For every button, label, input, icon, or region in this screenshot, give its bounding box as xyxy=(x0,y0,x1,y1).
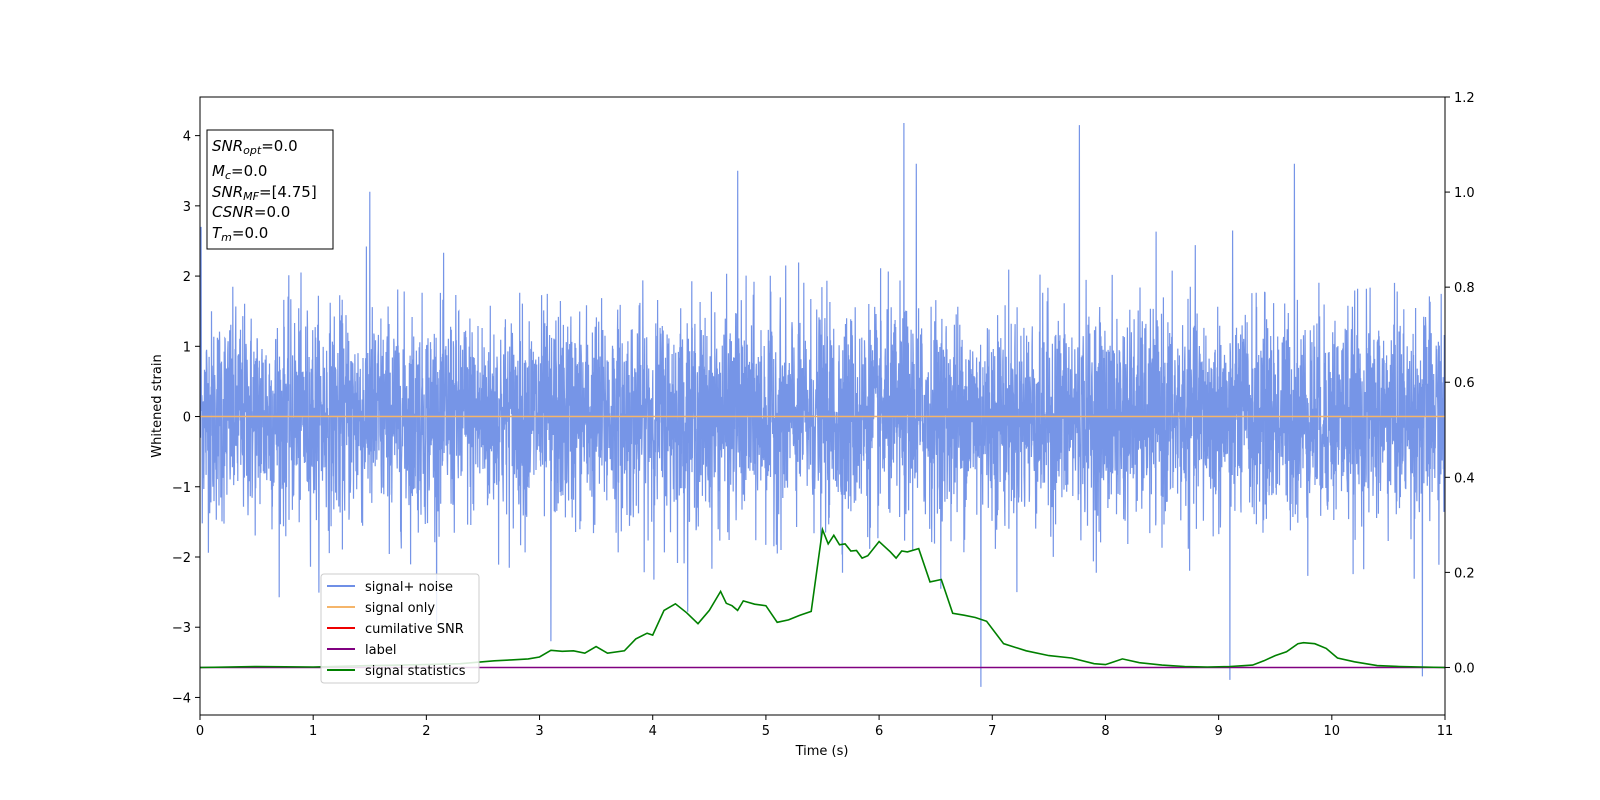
legend-label-label: label xyxy=(365,643,396,658)
y-axis-left: −4 −3 −2 −1 0 1 2 3 4 xyxy=(172,130,200,706)
x-tick-label: 1 xyxy=(309,724,317,739)
plot-frame xyxy=(199,96,1446,716)
info-row: Tm=0.0 xyxy=(212,224,268,244)
legend: signal+ noise signal only cumilative SNR la… xyxy=(320,573,480,684)
x-tick-label: 2 xyxy=(422,724,430,739)
y-tick-label: −3 xyxy=(172,621,191,636)
x-tick-label: 11 xyxy=(1437,724,1454,739)
x-tick-label: 5 xyxy=(762,724,770,739)
info-row: Mc=0.0 xyxy=(212,162,267,182)
y2-tick-label: 0.2 xyxy=(1454,566,1475,581)
legend-label-signal-statistics: signal statistics xyxy=(365,664,466,679)
y2-tick-label: 1.0 xyxy=(1454,186,1475,201)
y2-tick-label: 1.2 xyxy=(1454,91,1475,106)
x-tick-label: 10 xyxy=(1324,724,1341,739)
x-tick-label: 0 xyxy=(196,724,204,739)
info-box-frame xyxy=(206,129,334,250)
legend-label-cumilative-snr: cumilative SNR xyxy=(365,622,464,637)
series-signal-noise xyxy=(200,122,1445,687)
y-tick-label: −4 xyxy=(172,691,191,706)
y2-tick-label: 0.0 xyxy=(1454,661,1475,676)
y2-tick-label: 0.8 xyxy=(1454,281,1475,296)
x-tick-label: 9 xyxy=(1214,724,1222,739)
x-axis-label: Time (s) xyxy=(795,744,849,759)
x-tick-label: 4 xyxy=(649,724,657,739)
y-axis-label: Whitened strain xyxy=(150,354,165,457)
signal-statistics-line xyxy=(200,526,1445,669)
x-tick-label: 3 xyxy=(535,724,543,739)
y-tick-label: 1 xyxy=(183,340,191,355)
info-row: SNRopt=0.0 xyxy=(212,137,298,157)
y-axis-right: 0.0 0.2 0.4 0.6 0.8 1.0 1.2 xyxy=(1445,91,1475,676)
legend-frame xyxy=(320,573,480,684)
x-tick-label: 8 xyxy=(1101,724,1109,739)
y2-tick-label: 0.4 xyxy=(1454,471,1475,486)
y-tick-label: 2 xyxy=(183,270,191,285)
y-tick-label: 4 xyxy=(183,130,191,145)
x-axis: 0 1 2 3 4 5 6 7 8 9 10 11 xyxy=(196,715,1453,739)
signal-noise-line xyxy=(200,122,1445,687)
info-row: CSNR=0.0 xyxy=(212,203,290,221)
y-tick-label: −1 xyxy=(172,481,191,496)
legend-label-signal-only: signal only xyxy=(365,601,435,616)
y-tick-label: 3 xyxy=(183,200,191,215)
x-tick-label: 7 xyxy=(988,724,996,739)
info-row: SNRMF=[4.75] xyxy=(212,183,317,203)
y-tick-label: 0 xyxy=(183,411,191,426)
legend-label-signal-noise: signal+ noise xyxy=(365,580,453,595)
y2-tick-label: 0.6 xyxy=(1454,376,1475,391)
y-tick-label: −2 xyxy=(172,551,191,566)
x-tick-label: 6 xyxy=(875,724,883,739)
